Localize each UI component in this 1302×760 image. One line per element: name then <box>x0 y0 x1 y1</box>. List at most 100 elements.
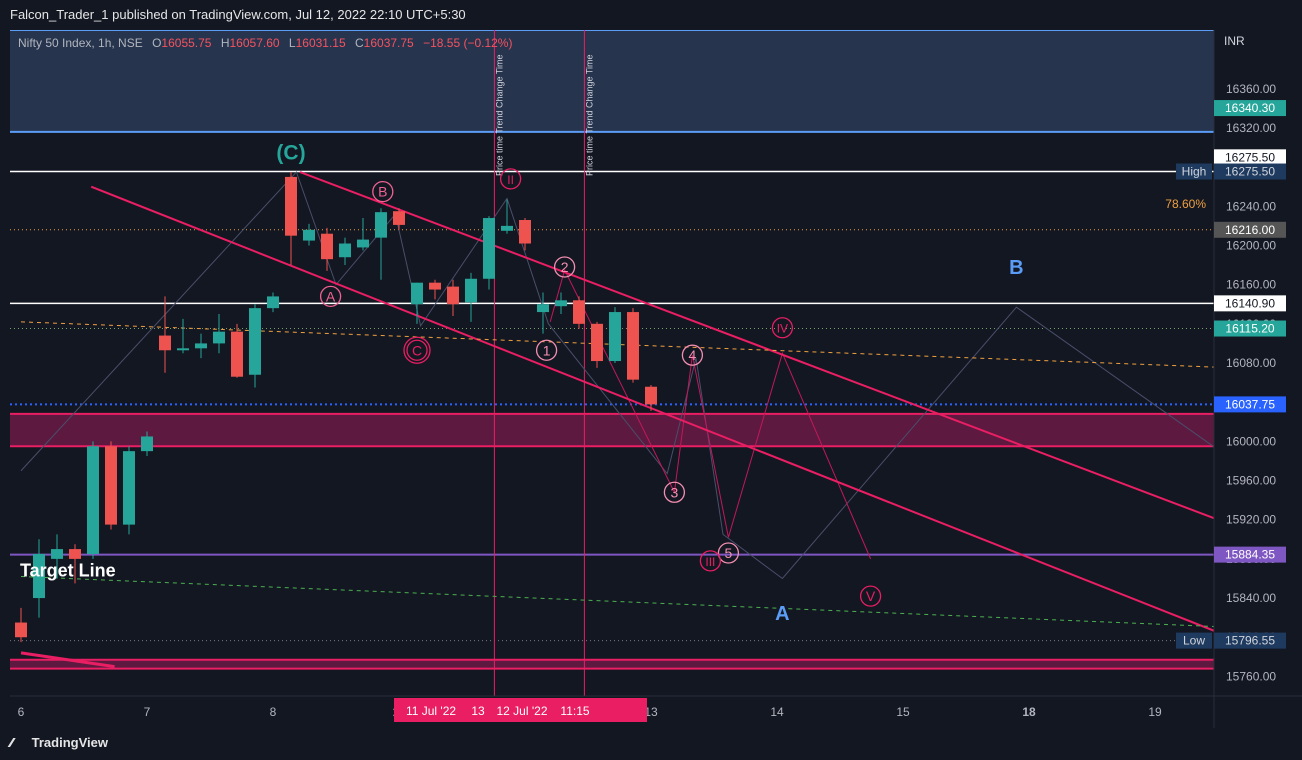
y-tick-3: 16240.00 <box>1226 199 1276 213</box>
wave-big-label-0: (C) <box>276 141 305 164</box>
candle-body-35 <box>645 386 657 405</box>
price-tag-box-1 <box>1214 100 1286 117</box>
y-tick-11: 15920.00 <box>1226 513 1276 527</box>
candles-layer <box>15 172 657 643</box>
legend-open: 16055.75 <box>161 36 211 50</box>
y-tick-4: 16200.00 <box>1226 238 1276 252</box>
candle-body-15 <box>285 176 297 236</box>
candle-body-25 <box>465 278 477 303</box>
candle-body-6 <box>123 451 135 525</box>
tradingview-logo[interactable]: ⁄⁄ TradingView <box>10 735 108 750</box>
trend-line-0 <box>299 171 1214 520</box>
candle-body-32 <box>591 323 603 362</box>
wave-bold-label-13: B <box>1009 257 1023 279</box>
candle-body-31 <box>573 300 585 324</box>
y-tick-15: 15760.00 <box>1226 669 1276 683</box>
price-tags-layer: INR16340.3016275.5016275.50High16216.001… <box>1176 34 1286 649</box>
candle-body-19 <box>357 239 369 248</box>
wave-circle-10 <box>717 542 740 564</box>
wave-circle-4 <box>499 168 522 190</box>
wave-label-9: 3 <box>671 484 679 500</box>
trend-line-2 <box>20 321 1214 368</box>
wave-circle-1 <box>372 180 394 203</box>
price-tag-9: 15796.55 <box>1225 634 1275 648</box>
wave-circle-5 <box>553 256 576 278</box>
legend-high: 16057.60 <box>230 36 280 50</box>
wave-label-7: 4 <box>689 347 697 363</box>
x-tick-0: 6 <box>18 705 25 719</box>
x-tick-7: 18 <box>1022 705 1036 719</box>
candle-body-26 <box>483 218 495 279</box>
target-line-label: Target Line <box>20 561 116 581</box>
wave-label-11: III <box>705 555 715 569</box>
annotations-layer: (C) B A C II 2 1 4 IV 3 5 III V B A Target Line 78.60% <box>20 141 1206 624</box>
candle-body-10 <box>195 343 207 349</box>
candle-body-22 <box>411 282 423 305</box>
wave-circle-2 <box>319 285 342 308</box>
price-side-label-9: Low <box>1183 634 1205 648</box>
x-highlight-1: 13 <box>471 704 485 718</box>
candle-body-24 <box>447 286 459 305</box>
wave-label-6: 1 <box>543 342 551 358</box>
upper-blue-zone <box>10 30 1214 132</box>
wave-circle-8 <box>771 317 794 339</box>
wave-circle-12 <box>859 585 882 607</box>
price-tag-8: 15884.35 <box>1225 548 1275 562</box>
legend-symbol: Nifty 50 Index, 1h, NSE <box>18 36 143 50</box>
wave-label-3: C <box>412 342 422 358</box>
y-tick-5: 16160.00 <box>1226 278 1276 292</box>
candle-body-28 <box>519 220 531 244</box>
candle-body-5 <box>105 446 117 525</box>
wave-label-8: IV <box>777 322 788 336</box>
publish-header: Falcon_Trader_1 published on TradingView… <box>0 0 1302 30</box>
x-highlight-0: 11 Jul '22 <box>406 704 456 718</box>
price-tag-5: 16140.90 <box>1225 296 1275 310</box>
time-range-highlight <box>394 698 647 722</box>
candle-body-21 <box>393 211 405 225</box>
wave-circle-3 <box>406 339 428 361</box>
wave-label-4: II <box>507 173 514 187</box>
x-tick-8: 19 <box>1148 705 1162 719</box>
candle-body-14 <box>267 296 279 309</box>
trend-line-3 <box>20 576 1214 628</box>
candle-body-7 <box>141 436 153 452</box>
wave-circle-11 <box>699 550 722 572</box>
candle-body-1 <box>33 553 45 599</box>
price-tag-7: 16037.75 <box>1225 397 1275 411</box>
wave-path <box>549 268 872 560</box>
projection-path <box>20 171 1214 580</box>
candle-body-27 <box>501 225 513 231</box>
candle-body-23 <box>429 282 441 290</box>
wave-bold-label-14: A <box>775 603 789 625</box>
brand-name: TradingView <box>31 735 108 750</box>
candle-body-8 <box>159 335 171 351</box>
candle-body-4 <box>87 446 99 554</box>
candle-body-0 <box>15 622 27 638</box>
legend-close: 16037.75 <box>364 36 414 50</box>
footer: ⁄⁄ TradingView <box>0 728 1302 760</box>
trend-line-4 <box>20 651 115 669</box>
x-highlight-2: 12 Jul '22 <box>497 704 548 718</box>
publish-line: Falcon_Trader_1 published on TradingView… <box>10 7 466 22</box>
legend: Nifty 50 Index, 1h, NSE O16055.75 H16057… <box>18 36 512 50</box>
y-tick-7: 16080.00 <box>1226 356 1276 370</box>
y-tick-0: 16360.00 <box>1226 82 1276 96</box>
x-tick-2: 8 <box>270 705 277 719</box>
wave-label-1: B <box>378 184 387 200</box>
wave-outer-circle-3 <box>403 336 431 364</box>
tradingview-mark-icon: ⁄⁄ <box>10 735 13 750</box>
candle-body-17 <box>321 233 333 260</box>
legend-change: −18.55 (−0.12%) <box>423 36 512 50</box>
currency-label: INR <box>1224 34 1245 48</box>
wave-label-5: 2 <box>561 259 569 275</box>
drawing-paths-layer <box>20 171 1214 580</box>
low-pink-zone <box>10 659 1214 669</box>
wave-circle-9 <box>663 481 686 503</box>
legend-low: 16031.15 <box>296 36 346 50</box>
candle-body-29 <box>537 304 549 313</box>
candle-body-16 <box>303 229 315 241</box>
plot-area[interactable] <box>10 30 1214 696</box>
price-tag-4: 16216.00 <box>1225 223 1275 237</box>
